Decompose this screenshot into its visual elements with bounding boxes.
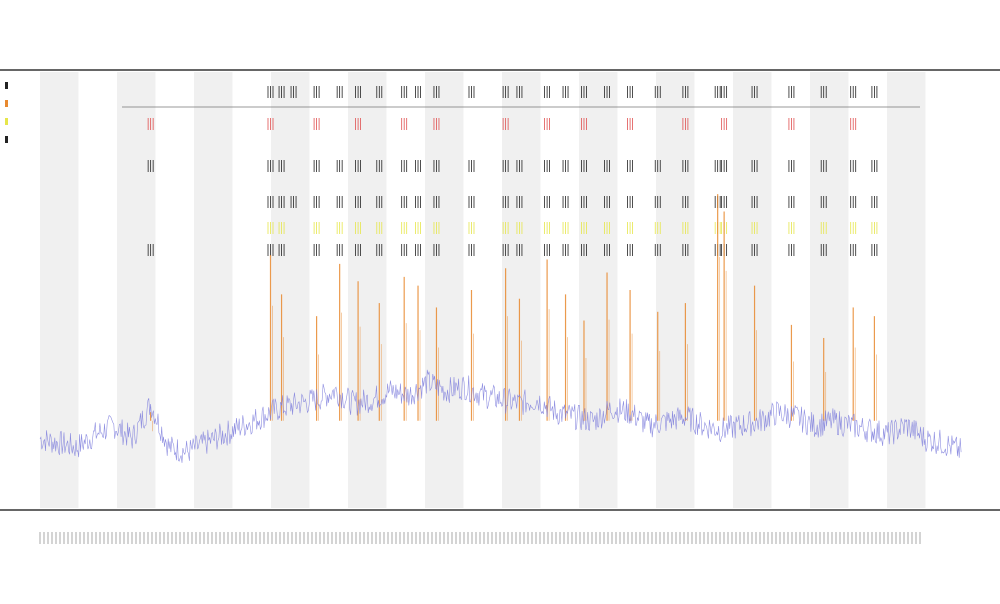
series-layer bbox=[39, 369, 962, 463]
legend-swatch bbox=[5, 82, 8, 89]
legend-swatch bbox=[5, 136, 8, 143]
background-bands bbox=[40, 72, 926, 508]
legend-swatch bbox=[5, 118, 8, 125]
background-band bbox=[656, 72, 695, 508]
background-band bbox=[425, 72, 464, 508]
x-tick-labels bbox=[39, 532, 921, 544]
series-line bbox=[39, 369, 962, 463]
legend bbox=[5, 82, 8, 143]
background-band bbox=[502, 72, 541, 508]
legend-swatch bbox=[5, 100, 8, 107]
background-band bbox=[733, 72, 772, 508]
background-band bbox=[117, 72, 156, 508]
background-band bbox=[810, 72, 849, 508]
background-band bbox=[348, 72, 387, 508]
background-band bbox=[887, 72, 926, 508]
background-band bbox=[194, 72, 233, 508]
marker-rows bbox=[147, 86, 878, 256]
background-band bbox=[579, 72, 618, 508]
background-band bbox=[271, 72, 310, 508]
